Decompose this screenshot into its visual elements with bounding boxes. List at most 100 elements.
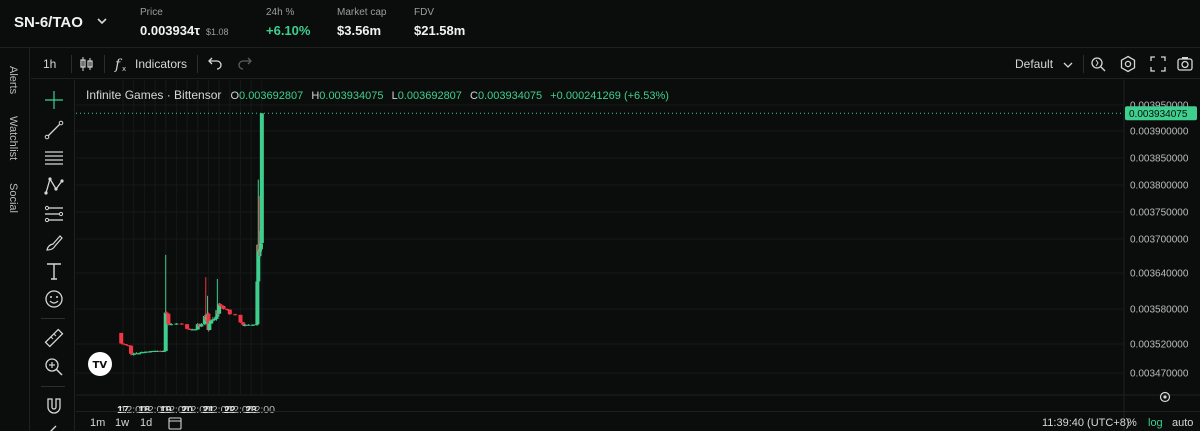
candle[interactable] <box>129 345 134 356</box>
timeframe-1m[interactable]: 1m <box>90 417 106 429</box>
candle[interactable] <box>126 345 131 347</box>
price-chart[interactable]: 0.003950000 0.003900000 0.003850000 0.00380… <box>76 80 1200 431</box>
candle[interactable] <box>190 328 195 331</box>
timeframe-1w[interactable]: 1w <box>115 417 130 429</box>
time-tick-label: 19 <box>160 404 172 416</box>
candle[interactable] <box>155 350 160 352</box>
candle[interactable] <box>233 313 238 316</box>
candle[interactable] <box>193 328 198 331</box>
magnet-icon[interactable] <box>44 396 64 416</box>
candle[interactable] <box>139 351 144 354</box>
candle[interactable] <box>255 279 260 326</box>
candle[interactable] <box>250 324 255 326</box>
brush-icon[interactable] <box>44 233 64 253</box>
indicators-button[interactable]: Indicators <box>135 57 188 71</box>
axis-settings-icon[interactable] <box>1159 391 1171 403</box>
layout-selector[interactable]: Default <box>1015 57 1054 71</box>
candle[interactable] <box>158 350 163 353</box>
bottom-bar: 1m 1w 1d 11:39:40 (UTC+8) % log auto <box>76 411 1200 431</box>
candle-body <box>246 324 251 326</box>
toolbar-divider <box>71 55 72 73</box>
interval-selector[interactable]: 1h <box>43 57 57 71</box>
fullscreen-icon[interactable] <box>1149 55 1167 73</box>
quick-search-icon[interactable] <box>1089 55 1107 73</box>
fib-retracement-icon[interactable] <box>44 204 64 224</box>
trend-line-icon[interactable] <box>44 120 64 140</box>
snapshot-icon[interactable] <box>1176 55 1194 73</box>
tab-watchlist[interactable]: Watchlist <box>7 116 19 161</box>
change-label: 24h % <box>266 7 295 18</box>
candle[interactable] <box>199 323 204 328</box>
settings-icon[interactable] <box>1119 55 1137 73</box>
candle-body <box>195 324 200 330</box>
timeframe-1d[interactable]: 1d <box>140 417 153 429</box>
candle-body <box>202 316 207 325</box>
candle[interactable] <box>137 352 142 355</box>
candle[interactable] <box>238 314 243 323</box>
candle[interactable] <box>121 343 125 345</box>
undo-icon[interactable] <box>206 55 224 73</box>
time-tick-label: 23 <box>245 404 257 416</box>
lock-drawings-icon[interactable] <box>44 422 64 431</box>
redo-icon[interactable] <box>236 55 254 73</box>
candle-body <box>241 322 246 325</box>
chevron-down-icon[interactable] <box>1059 56 1077 74</box>
candle[interactable] <box>142 351 147 354</box>
candle[interactable] <box>161 350 166 353</box>
candle[interactable] <box>119 332 124 344</box>
candle[interactable] <box>221 305 226 310</box>
tab-alerts[interactable]: Alerts <box>7 66 19 95</box>
candle[interactable] <box>259 113 264 244</box>
candle-body <box>250 324 255 326</box>
svg-text:x: x <box>122 65 126 73</box>
candle[interactable] <box>147 350 152 353</box>
candle[interactable] <box>163 254 168 353</box>
date-range-icon[interactable] <box>168 416 182 430</box>
candle-body <box>179 323 184 325</box>
horizontal-lines-icon[interactable] <box>44 148 64 168</box>
candle-body <box>227 309 232 315</box>
candle[interactable] <box>166 313 171 326</box>
candles-icon[interactable] <box>78 55 96 73</box>
zoom-in-icon[interactable] <box>44 357 64 377</box>
chart-pane[interactable]: 0.003950000 0.003900000 0.003850000 0.00380… <box>76 80 1200 431</box>
candle[interactable] <box>225 308 230 311</box>
change-value: +6.10% <box>266 23 311 38</box>
clock[interactable]: 11:39:40 (UTC+8) <box>1042 417 1130 429</box>
candle[interactable] <box>256 179 261 285</box>
log-toggle[interactable]: log <box>1148 417 1163 429</box>
candle[interactable] <box>131 352 136 356</box>
tradingview-logo-icon[interactable]: TV <box>88 352 112 376</box>
candle[interactable] <box>187 328 192 330</box>
function-icon[interactable]: f x <box>113 55 131 73</box>
percent-toggle[interactable]: % <box>1127 417 1137 429</box>
candle[interactable] <box>246 324 251 326</box>
pattern-icon[interactable] <box>44 176 64 196</box>
high-key: H <box>311 90 320 102</box>
candle[interactable] <box>185 324 190 330</box>
candle[interactable] <box>227 309 232 315</box>
candle-body <box>212 318 217 320</box>
candle[interactable] <box>153 350 158 352</box>
chart-toolbar: 1h f x Indicators Default <box>31 49 1200 79</box>
candle-body <box>150 350 155 352</box>
candle[interactable] <box>174 323 179 325</box>
side-tabs: Alerts Watchlist Social <box>0 48 30 431</box>
chevron-down-icon[interactable] <box>95 14 109 28</box>
tab-social[interactable]: Social <box>7 183 19 213</box>
ruler-icon[interactable] <box>44 328 64 348</box>
candle[interactable] <box>169 323 174 326</box>
candle[interactable] <box>242 324 247 327</box>
candle[interactable] <box>145 351 150 353</box>
candle-body <box>126 345 131 347</box>
candle[interactable] <box>150 350 155 353</box>
candle[interactable] <box>134 352 139 355</box>
auto-toggle[interactable]: auto <box>1172 417 1194 429</box>
candle-body <box>219 305 224 307</box>
emoji-icon[interactable] <box>44 289 64 309</box>
crosshair-icon[interactable] <box>44 90 64 110</box>
pair-selector[interactable]: SN-6/TAO <box>14 14 83 31</box>
candle[interactable] <box>179 323 184 325</box>
text-icon[interactable] <box>44 261 64 281</box>
candle[interactable] <box>123 344 128 346</box>
